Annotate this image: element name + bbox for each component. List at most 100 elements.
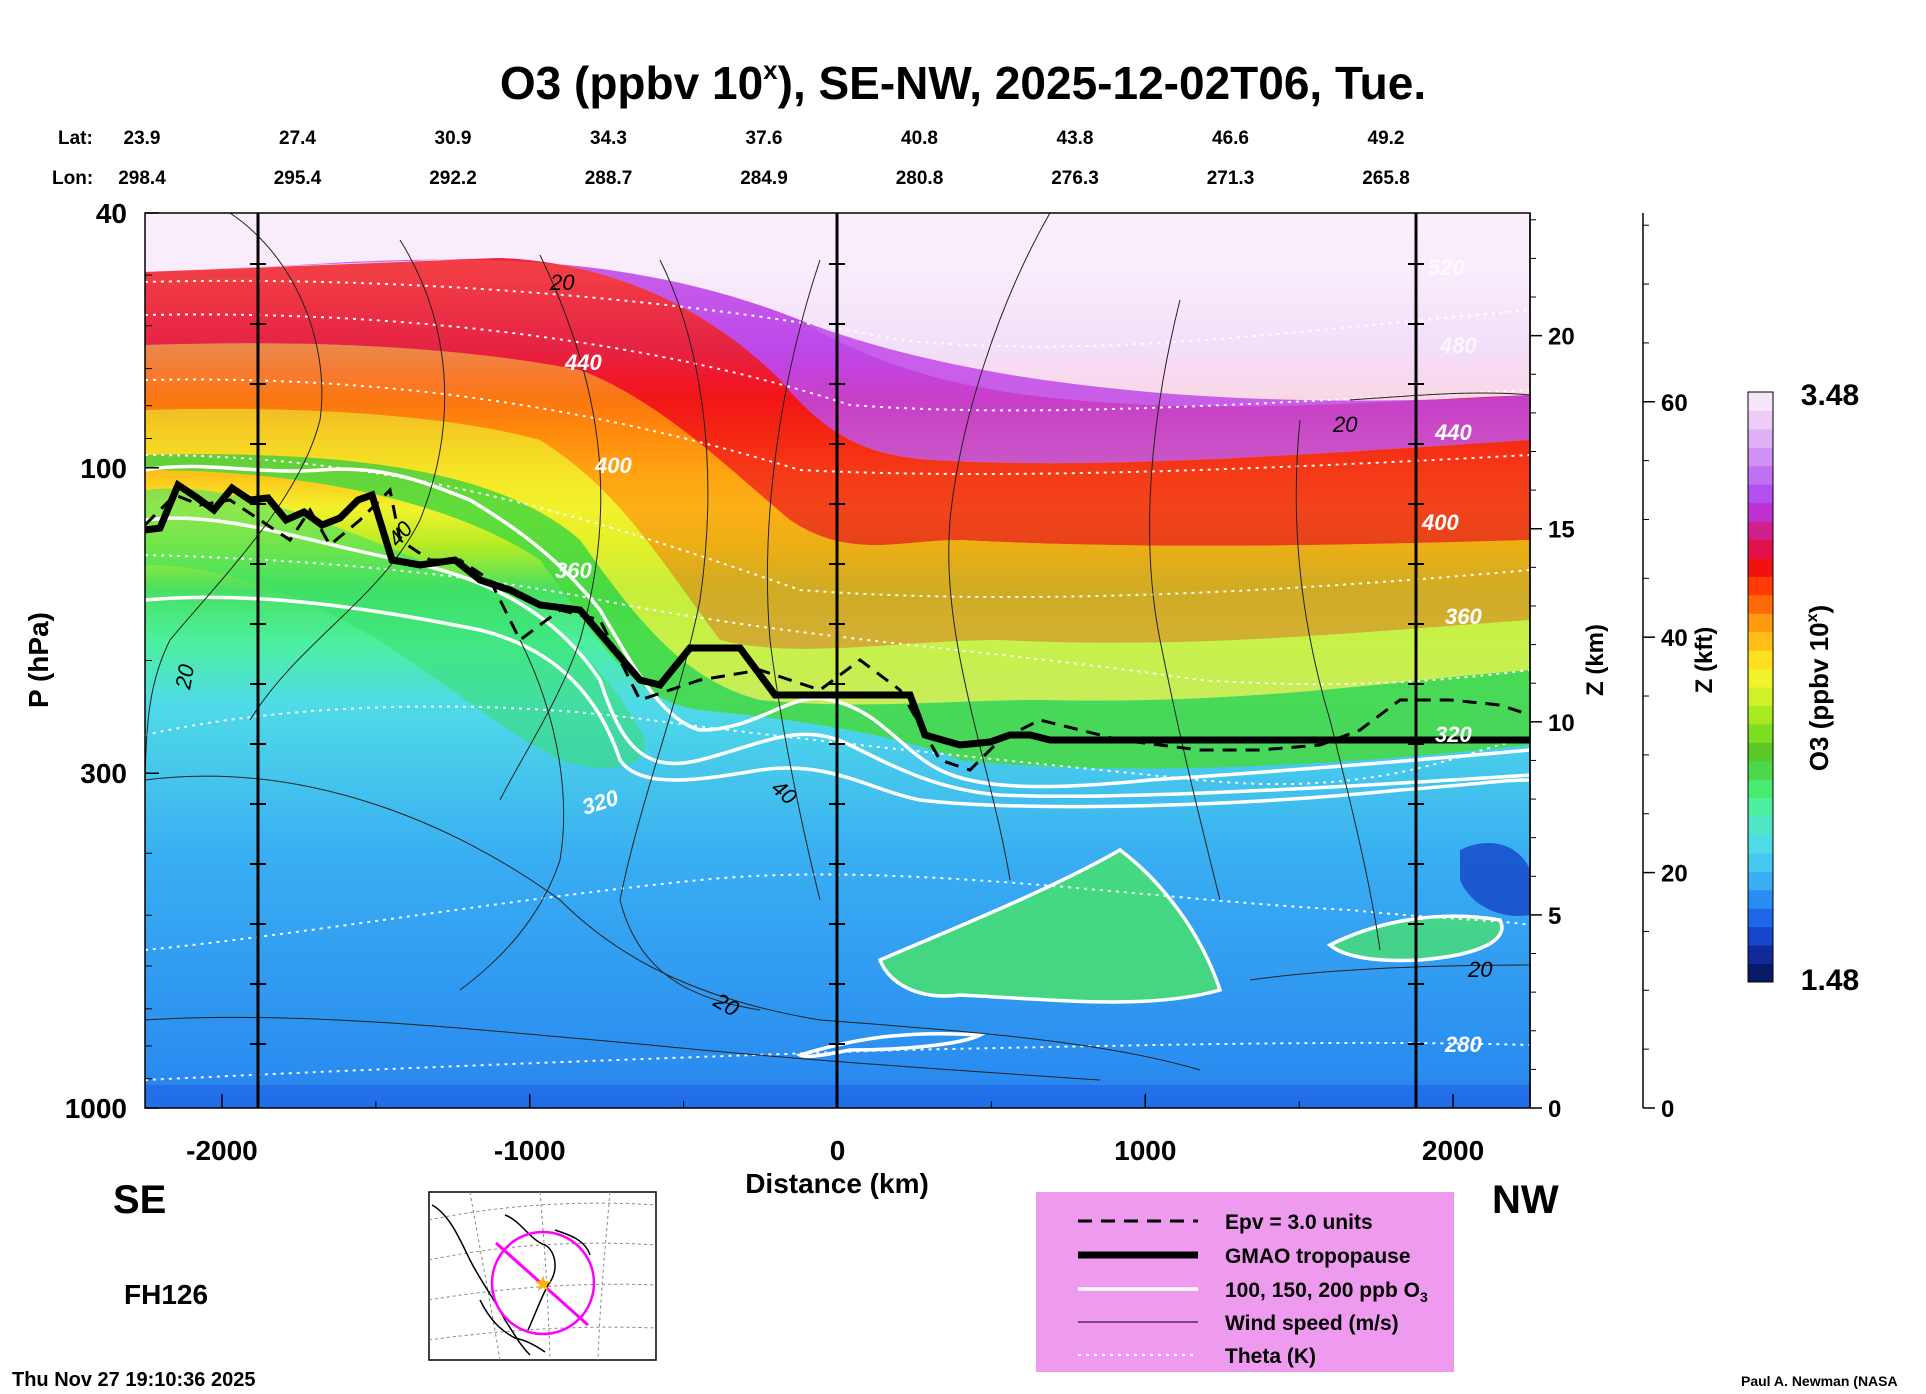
colorbar-swatch [1748,926,1773,946]
y-axis: 40 100 300 1000 [65,198,159,1124]
ozone-green-tongue [145,488,646,769]
z-km-axis-label: Z (km) [1582,624,1609,696]
lon-tick-label: 280.8 [896,168,944,189]
inset-map-section-line [495,1241,589,1327]
lat-tick-label: 23.9 [124,128,161,149]
colorbar-swatch [1748,484,1773,504]
colorbar-swatch [1748,945,1773,965]
ozone-orange-band [145,343,1530,649]
colorbar-swatch [1748,392,1773,411]
lat-tick-label: 30.9 [435,128,472,149]
z-km-tick-label: 20 [1548,324,1575,351]
legend-theta-label: Theta (K) [1225,1345,1316,1368]
z-kft-tick-label: 20 [1661,861,1688,888]
lat-tick-labels: 23.9 27.4 30.9 34.3 37.6 40.8 43.8 46.6 49.2 [124,128,1405,149]
theta-label: 520 [1428,255,1465,280]
lon-tick-label: 288.7 [585,168,633,189]
theta-label: 440 [564,350,602,375]
lon-tick-labels: 298.4 295.4 292.2 288.7 284.9 280.8 276.3 271.3… [118,168,1410,189]
colorbar-swatch [1748,797,1773,817]
lat-tick-label: 37.6 [746,128,783,149]
colorbar-label: O3 (ppbv 10x) [1804,605,1834,771]
x-tick-label: 2000 [1422,1135,1484,1166]
lon-tick-label: 295.4 [274,168,322,189]
lat-tick-label: 27.4 [279,128,316,149]
lat-tick-label: 34.3 [590,128,627,149]
wind-label: 20 [170,662,199,692]
inset-map-range-circle [490,1230,596,1336]
lat-tick-label: 46.6 [1212,128,1249,149]
ozone-lower-green-patch [880,850,1220,1002]
theta-label: 360 [555,558,592,583]
theta-label: 360 [1445,604,1482,629]
theta-label: 280 [1444,1032,1482,1057]
z-km-tick-label: 5 [1548,903,1561,930]
colorbar-swatch [1748,687,1773,706]
x-tick-label: 0 [830,1135,846,1166]
colorbar-swatch [1748,428,1773,448]
theta-contour-labels: 440 400 360 320 280 320 360 400 440 480 … [555,255,1482,1057]
z-kft-tick-label: 40 [1661,625,1688,652]
lon-tick-label: 265.8 [1362,168,1410,189]
wind-label: 20 [1467,957,1493,982]
lat-label: Lat: [58,128,93,149]
reference-line-ticks [250,263,1424,1045]
colorbar [1748,392,1773,983]
lat-tick-label: 49.2 [1368,128,1405,149]
colorbar-swatch [1748,465,1773,485]
colorbar-swatch [1748,889,1773,909]
colorbar-swatch [1748,779,1773,799]
theta-label: 480 [1439,333,1477,358]
lat-tick-label: 40.8 [901,128,938,149]
colorbar-swatch [1748,834,1773,854]
y-tick-label: 100 [80,453,127,484]
y-axis-label: P (hPa) [23,612,54,708]
colorbar-swatch [1748,742,1773,762]
colorbar-swatch [1748,760,1773,780]
colorbar-swatch [1748,576,1773,596]
direction-label-se: SE [113,1178,166,1222]
y-tick-label: 300 [80,758,127,789]
x-axis-label: Distance (km) [745,1168,929,1199]
colorbar-swatch [1748,705,1773,725]
legend-tropopause-label: GMAO tropopause [1225,1245,1411,1268]
chart-title: O3 (ppbv 10x), SE-NW, 2025-12-02T06, Tue… [500,55,1426,109]
colorbar-swatch [1748,908,1773,928]
x-tick-label: -2000 [186,1135,258,1166]
colorbar-swatch [1748,668,1773,688]
credit: Paul A. Newman (NASA [1741,1373,1898,1389]
direction-label-nw: NW [1492,1178,1559,1222]
theta-label: 440 [1434,420,1472,445]
theta-label: 400 [1421,510,1459,535]
ozone-green-band [145,454,1530,769]
x-tick-label: 1000 [1114,1135,1176,1166]
y-tick-label: 1000 [65,1093,127,1124]
lon-label: Lon: [52,168,93,189]
legend-ozone-label: 100, 150, 200 ppb O3 [1225,1279,1428,1305]
inset-map-center-star-icon: ★ [533,1271,553,1296]
inset-map: ★ [428,1191,657,1361]
colorbar-swatch [1748,521,1773,540]
lon-tick-label: 292.2 [429,168,477,189]
colorbar-swatch [1748,963,1773,983]
theta-label: 320 [1435,722,1472,747]
colorbar-swatch [1748,410,1773,430]
colorbar-swatch [1748,871,1773,891]
inset-map-frame [428,1191,657,1361]
y-tick-label: 40 [96,198,127,229]
colorbar-swatch [1748,816,1773,835]
x-axis: -2000 -1000 0 1000 2000 [186,1094,1484,1166]
colorbar-swatch [1748,723,1773,743]
x-tick-label: -1000 [494,1135,566,1166]
lon-tick-label: 298.4 [118,168,166,189]
lon-tick-label: 276.3 [1051,168,1099,189]
theta-label: 400 [594,453,632,478]
wind-speed-contours [145,213,1530,1081]
z-kft-axis: 0 20 40 60 [1643,224,1688,1123]
reference-vertical-lines [256,213,1418,1108]
forecast-hour-label: FH126 [124,1279,208,1310]
colorbar-swatch [1748,539,1773,559]
legend-wind-label: Wind speed (m/s) [1225,1312,1399,1335]
z-km-tick-label: 0 [1548,1096,1561,1123]
